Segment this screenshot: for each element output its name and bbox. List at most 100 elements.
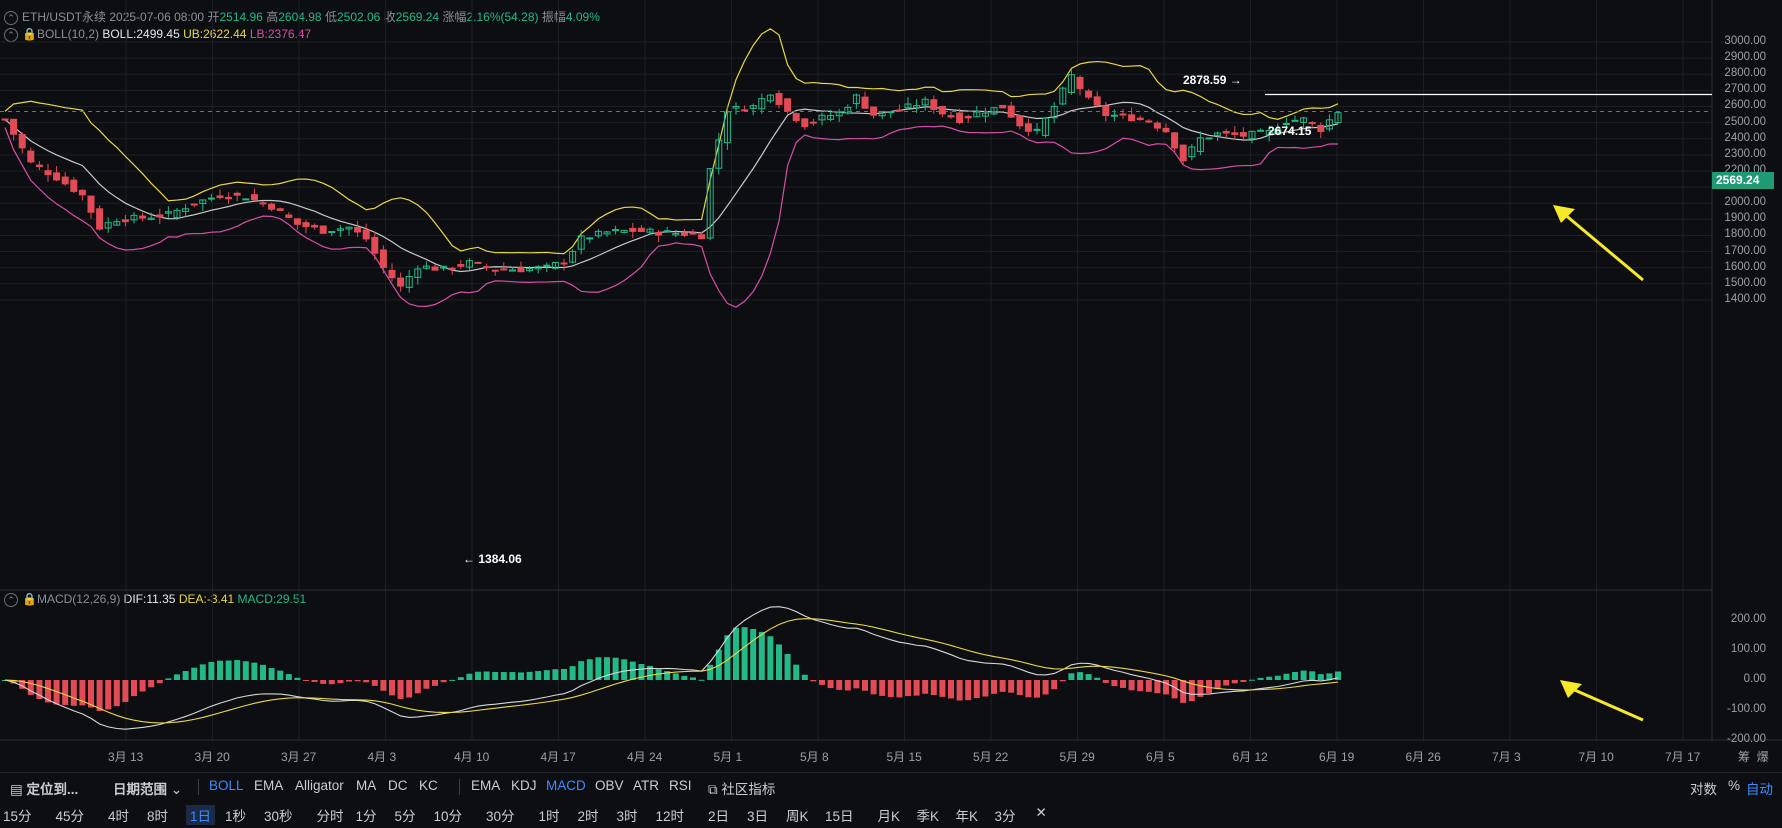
indicator-ma[interactable]: MA [356, 778, 377, 793]
interval-14[interactable]: 3时 [616, 809, 638, 824]
candle-body [147, 217, 155, 220]
macd-histogram-bar [586, 659, 593, 680]
log-scale-toggle[interactable]: 对数 [1690, 782, 1717, 797]
change-value: 2.16%(54.28) [466, 10, 539, 24]
indicator-boll[interactable]: BOLL [209, 778, 244, 793]
boll-middle-band [4, 101, 1339, 273]
interval-15[interactable]: 12时 [655, 809, 685, 824]
interval-23[interactable]: 3分 [994, 809, 1016, 824]
macd-histogram-bar [1335, 671, 1341, 680]
collapse-icon[interactable]: ⌃ [4, 27, 18, 42]
collapse-icon[interactable]: ⌃ [4, 592, 18, 607]
candle-body [577, 235, 585, 250]
candle-body [1076, 76, 1084, 90]
macd-histogram-bar [234, 660, 241, 680]
interval-4[interactable]: 1日 [186, 805, 216, 825]
candle-body [302, 222, 310, 228]
percent-scale-toggle[interactable]: % [1728, 778, 1741, 793]
divider [459, 779, 460, 795]
macd-dea-value: DEA:-3.41 [178, 592, 235, 606]
interval-0[interactable]: 15分 [3, 809, 32, 824]
macd-histogram-bar [939, 680, 946, 697]
candle-body [629, 227, 637, 232]
macd-histogram-bar [681, 675, 688, 680]
macd-histogram-bar [328, 680, 335, 685]
candle-body [517, 267, 525, 273]
liquidation-button[interactable]: 爆 [1756, 750, 1769, 764]
macd-histogram-bar [113, 680, 120, 707]
macd-histogram-bar [647, 665, 653, 680]
sub-indicator-rsi[interactable]: RSI [669, 778, 692, 793]
macd-histogram-bar [569, 666, 576, 680]
date-tick: 7月 10 [1578, 750, 1614, 764]
macd-info-line: ⌃ 🔒MACD(12,26,9) DIF:11.35 DEA:-3.41 MACD… [4, 592, 306, 607]
macd-histogram-bar [879, 680, 886, 696]
boll-name[interactable]: BOLL(10,2) [36, 27, 99, 41]
candle-body [1325, 119, 1333, 130]
interval-19[interactable]: 15日 [825, 809, 854, 824]
candle-body [1265, 129, 1273, 136]
candle-body [1205, 137, 1213, 140]
indicator-alligator[interactable]: Alligator [295, 778, 344, 793]
indicator-dc[interactable]: DC [388, 778, 408, 793]
collapse-icon[interactable]: ⌃ [4, 10, 18, 25]
lock-icon[interactable]: 🔒 [22, 592, 37, 606]
sub-indicator-ema[interactable]: EMA [471, 778, 501, 793]
macd-histogram-bar [1206, 680, 1212, 694]
macd-panel [2, 606, 1341, 730]
interval-11[interactable]: 30分 [486, 809, 515, 824]
macd-name[interactable]: MACD(12,26,9) [36, 592, 121, 606]
macd-histogram-bar [1059, 680, 1066, 682]
interval-1[interactable]: 45分 [55, 809, 85, 824]
sub-indicator-obv[interactable]: OBV [595, 778, 624, 793]
candle-body [741, 109, 749, 112]
candle-body [612, 229, 620, 232]
macd-histogram-bar [294, 677, 301, 680]
indicator-kc[interactable]: KC [419, 778, 438, 793]
sub-indicator-kdj[interactable]: KDJ [511, 778, 537, 793]
interval-12[interactable]: 1时 [538, 809, 560, 824]
candle-body [336, 228, 344, 231]
locate-button[interactable]: ▤ 定位到... [10, 778, 78, 798]
interval-8[interactable]: 1分 [355, 809, 377, 824]
macd-histogram-bar [1317, 674, 1324, 680]
macd-histogram-bar [440, 680, 447, 683]
sub-indicator-macd[interactable]: MACD [546, 778, 586, 793]
macd-histogram-bar [96, 680, 103, 711]
interval-3[interactable]: 8时 [147, 809, 169, 824]
macd-histogram-bar [311, 680, 318, 682]
candle-body [362, 229, 370, 240]
interval-5[interactable]: 1秒 [225, 809, 247, 824]
interval-17[interactable]: 3日 [747, 809, 769, 824]
community-indicators-button[interactable]: ⧉ 社区指标 [708, 778, 775, 798]
interval-22[interactable]: 年K [955, 809, 979, 824]
candlestick-chart[interactable] [0, 0, 1782, 770]
candle-body [715, 139, 723, 169]
interval-6[interactable]: 30秒 [264, 809, 293, 824]
candle-body [1102, 105, 1110, 117]
interval-9[interactable]: 5分 [394, 809, 416, 824]
candles [1, 68, 1342, 293]
interval-13[interactable]: 2时 [577, 809, 599, 824]
macd-histogram-bar [1171, 680, 1178, 699]
sub-indicator-atr[interactable]: ATR [633, 778, 659, 793]
interval-18[interactable]: 周K [786, 809, 809, 824]
indicator-ema[interactable]: EMA [254, 778, 284, 793]
close-icon[interactable]: ✕ [1035, 805, 1047, 820]
date-range-button[interactable]: 日期范围 ⌄ [113, 778, 182, 798]
macd-histogram-bar [715, 649, 722, 680]
lock-icon[interactable]: 🔒 [22, 27, 37, 41]
interval-16[interactable]: 2日 [708, 809, 730, 824]
high-label: 高 [266, 10, 279, 24]
interval-21[interactable]: 季K [916, 809, 940, 824]
auto-scale-toggle[interactable]: 自动 [1746, 782, 1773, 797]
interval-2[interactable]: 4时 [108, 809, 130, 824]
axis-corner-labels[interactable]: 筹 爆 [1738, 748, 1769, 765]
candle-body [1222, 130, 1230, 134]
interval-7[interactable]: 分时 [316, 809, 344, 824]
chip-distribution-button[interactable]: 筹 [1738, 750, 1751, 764]
interval-10[interactable]: 10分 [433, 809, 463, 824]
candle-body [672, 233, 680, 236]
interval-20[interactable]: 月K [877, 809, 901, 824]
boll-lb-value: LB:2376.47 [249, 27, 312, 41]
